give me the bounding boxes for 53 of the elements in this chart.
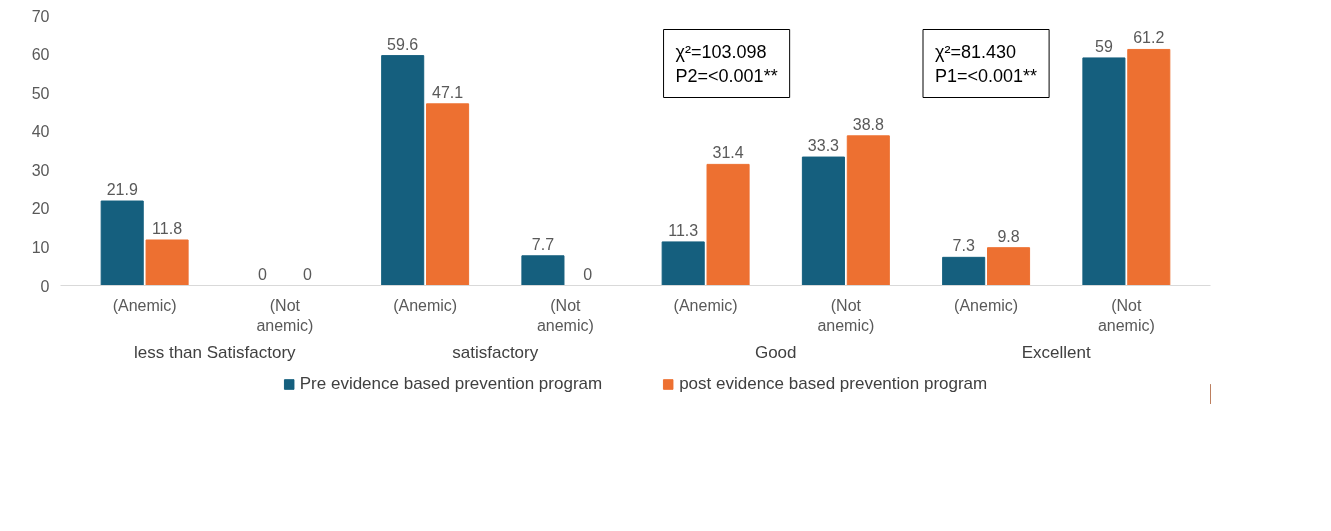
legend-label: Pre evidence based prevention program — [299, 374, 603, 394]
data-label: 61.2 — [1133, 29, 1165, 47]
data-label: 7.3 — [952, 237, 975, 255]
annotation: χ²=81.430 P1=<0.001** — [935, 41, 1038, 86]
bar — [1082, 57, 1126, 286]
y-tick-label: 30 — [31, 161, 50, 179]
bar — [381, 55, 425, 286]
y-tick-label: 60 — [31, 46, 50, 64]
data-label: 9.8 — [997, 227, 1020, 245]
text: less than Satisfactory — [133, 342, 297, 362]
data-label: 21.9 — [106, 181, 138, 199]
legend-label: post evidence based prevention program — [679, 374, 988, 394]
x-tick-label: (Not anemic) — [817, 296, 875, 334]
bar — [801, 156, 845, 286]
y-tick-label: 50 — [31, 84, 50, 102]
data-label: 33.3 — [807, 137, 840, 155]
x-tick-label: (Not anemic) — [256, 296, 314, 334]
data-label: 0 — [258, 265, 267, 283]
bar — [521, 255, 565, 286]
data-label: 59 — [1095, 37, 1113, 55]
data-label: 11.8 — [152, 219, 183, 237]
bar — [100, 200, 144, 286]
data-label: 38.8 — [852, 115, 884, 133]
bar — [1127, 48, 1171, 286]
y-tick-label: 40 — [31, 123, 50, 141]
data-label: 11.3 — [668, 221, 699, 239]
y-tick-label: 70 — [31, 7, 50, 25]
x-tick-label: (Not anemic) — [1097, 296, 1155, 334]
bar — [706, 163, 750, 286]
bar — [426, 103, 470, 286]
bar — [145, 239, 189, 286]
data-label: 0 — [302, 265, 312, 283]
bar — [942, 256, 986, 286]
data-label: 31.4 — [712, 144, 744, 162]
bar — [846, 135, 890, 286]
text: Good — [754, 342, 797, 362]
y-tick-label: 20 — [31, 200, 50, 218]
x-tick-label: (Anemic) — [112, 296, 177, 314]
x-tick-label: (Anemic) — [673, 296, 738, 314]
data-label: 7.7 — [531, 235, 555, 253]
data-label: 0 — [583, 265, 593, 283]
x-tick-label: (Not anemic) — [536, 296, 594, 334]
text: Excellent — [1021, 342, 1091, 362]
annotation: χ²=103.098 P2=<0.001** — [675, 41, 778, 86]
x-tick-label: (Anemic) — [393, 296, 458, 314]
data-label: 59.6 — [387, 35, 419, 53]
bar — [661, 241, 705, 286]
y-tick-label: 10 — [31, 238, 50, 256]
y-tick-label: 0 — [40, 277, 50, 295]
text: satisfactory — [452, 342, 539, 362]
bar — [987, 247, 1031, 286]
data-label: 47.1 — [432, 83, 464, 101]
x-tick-label: (Anemic) — [954, 296, 1019, 314]
